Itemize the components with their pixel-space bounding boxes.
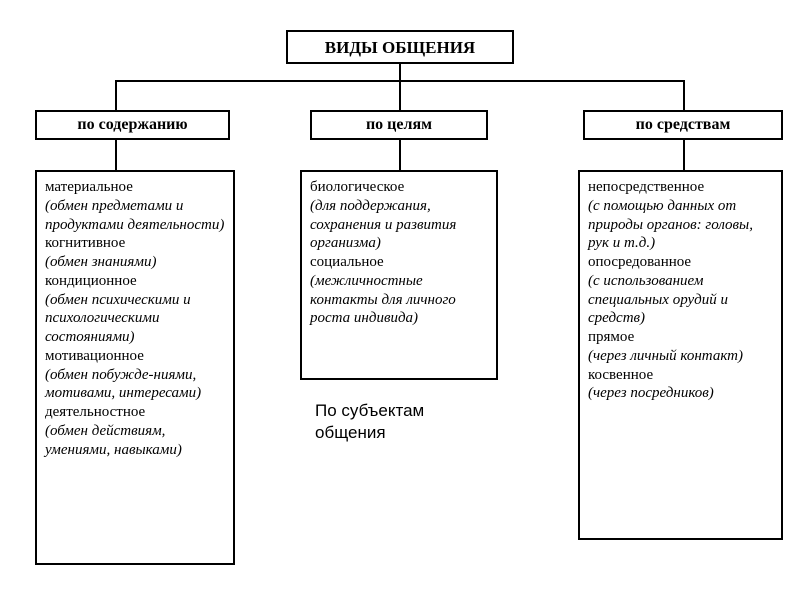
content-desc: (с помощью данных от природы органов: го… xyxy=(588,197,773,253)
content-desc: (через личный контакт) xyxy=(588,347,773,366)
connector-root-stub xyxy=(399,64,401,80)
extra-label: По субъектам общения xyxy=(315,400,424,444)
content-desc: (обмен психическими и психологическими с… xyxy=(45,291,225,347)
connector-cat-left xyxy=(115,140,117,170)
content-term: прямое xyxy=(588,328,773,347)
category-label: по средствам xyxy=(636,116,731,133)
content-box-1: биологическое(для поддержания, сохранени… xyxy=(300,170,498,380)
content-term: когнитивное xyxy=(45,234,225,253)
content-term: материальное xyxy=(45,178,225,197)
category-box-2: по средствам xyxy=(583,110,783,140)
content-desc: (обмен побужде-ниями, мотивами, интереса… xyxy=(45,366,225,404)
content-desc: (межличностные контакты для личного рост… xyxy=(310,272,488,328)
connector-drop-center xyxy=(399,80,401,110)
content-term: опосредованное xyxy=(588,253,773,272)
extra-label-line2: общения xyxy=(315,423,386,442)
category-label: по содержанию xyxy=(77,116,187,133)
content-desc: (с использованием специальных орудий и с… xyxy=(588,272,773,328)
content-box-0: материальное(обмен предметами и продукта… xyxy=(35,170,235,565)
content-desc: (через посредников) xyxy=(588,384,773,403)
content-term: социальное xyxy=(310,253,488,272)
category-box-0: по содержанию xyxy=(35,110,230,140)
content-term: непосредственное xyxy=(588,178,773,197)
connector-cat-right xyxy=(683,140,685,170)
root-title: ВИДЫ ОБЩЕНИЯ xyxy=(325,38,475,57)
extra-label-line1: По субъектам xyxy=(315,401,424,420)
content-term: мотивационное xyxy=(45,347,225,366)
content-desc: (обмен знаниями) xyxy=(45,253,225,272)
content-desc: (обмен предметами и продуктами деятельно… xyxy=(45,197,225,235)
content-term: кондиционное xyxy=(45,272,225,291)
content-term: деятельностное xyxy=(45,403,225,422)
content-desc: (для поддержания, сохранения и развития … xyxy=(310,197,488,253)
content-term: биологическое xyxy=(310,178,488,197)
content-desc: (обмен действиям, умениями, навыками) xyxy=(45,422,225,460)
content-box-2: непосредственное(с помощью данных от при… xyxy=(578,170,783,540)
connector-drop-left xyxy=(115,80,117,110)
category-label: по целям xyxy=(366,116,432,133)
category-box-1: по целям xyxy=(310,110,488,140)
connector-cat-center xyxy=(399,140,401,170)
root-title-box: ВИДЫ ОБЩЕНИЯ xyxy=(286,30,514,64)
content-term: косвенное xyxy=(588,366,773,385)
connector-drop-right xyxy=(683,80,685,110)
